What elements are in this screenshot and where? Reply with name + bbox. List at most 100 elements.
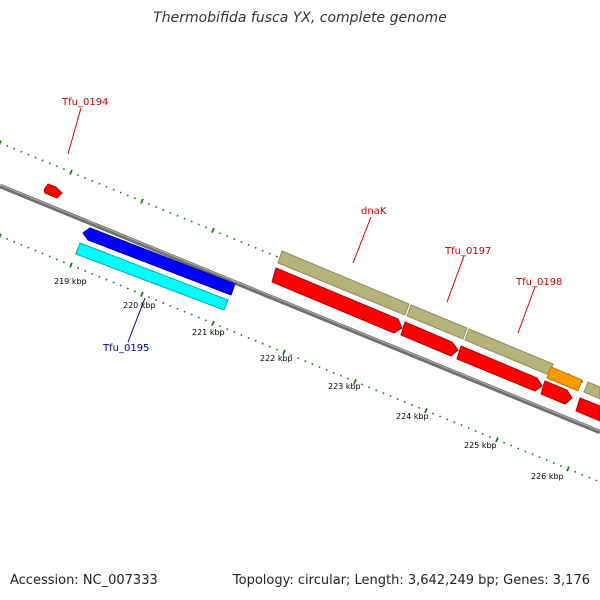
inner-major-tick <box>69 262 73 268</box>
outer-minor-tick <box>34 156 37 159</box>
inner-minor-tick <box>13 240 16 243</box>
inner-minor-tick <box>133 290 136 293</box>
inner-minor-tick <box>98 275 101 278</box>
feature-cds-edge[interactable] <box>575 397 600 422</box>
inner-minor-tick <box>538 456 541 459</box>
feature-tfu-0197-gene[interactable] <box>406 304 468 340</box>
inner-minor-tick <box>48 255 51 258</box>
feature-tfu-0197-cds[interactable] <box>400 321 459 357</box>
label-dnak[interactable]: dnaK <box>361 206 387 217</box>
inner-minor-tick <box>368 386 371 389</box>
label-tfu-0198[interactable]: Tfu_0198 <box>515 277 562 288</box>
inner-major-tick <box>0 233 2 239</box>
feature-tfu-0195-gene[interactable] <box>75 242 229 311</box>
inner-minor-tick <box>311 363 314 366</box>
outer-minor-tick <box>155 205 158 209</box>
inner-minor-tick <box>219 325 222 328</box>
inner-minor-tick <box>581 473 584 476</box>
feature-dnak-gene[interactable] <box>277 250 410 316</box>
inner-minor-tick <box>240 333 243 337</box>
inner-minor-tick <box>304 360 307 363</box>
outer-minor-tick <box>240 240 243 244</box>
scale-label-222: 222 kbp <box>260 354 293 363</box>
inner-minor-tick <box>446 418 449 421</box>
inner-minor-tick <box>261 342 264 345</box>
inner-minor-tick <box>34 249 37 252</box>
map-title: Thermobifida fusca YX, complete genome <box>153 10 447 26</box>
inner-minor-tick <box>183 310 186 313</box>
feature-tfu-0198-cds[interactable] <box>456 345 543 392</box>
inner-minor-tick <box>254 339 257 342</box>
outer-minor-tick <box>112 188 115 191</box>
inner-minor-tick <box>410 403 413 406</box>
label-tfu-0194[interactable]: Tfu_0194 <box>61 97 108 108</box>
inner-minor-tick <box>247 336 250 339</box>
inner-minor-tick <box>204 319 207 322</box>
outer-minor-tick <box>581 380 584 383</box>
inner-minor-tick <box>595 479 598 482</box>
inner-minor-tick <box>417 406 420 409</box>
inner-major-tick <box>211 320 215 326</box>
inner-minor-tick <box>162 301 165 304</box>
feature-tfu-0195-cds[interactable] <box>82 227 236 296</box>
feature-cds-544[interactable] <box>540 380 573 405</box>
inner-major-tick <box>353 378 357 385</box>
callout-tfu-0198 <box>517 286 536 334</box>
inner-minor-tick <box>339 374 342 377</box>
inner-minor-tick <box>176 307 179 310</box>
inner-minor-tick <box>290 354 293 357</box>
outer-minor-tick <box>254 246 257 249</box>
inner-minor-tick <box>389 395 392 398</box>
outer-minor-tick <box>204 226 207 229</box>
outer-minor-tick <box>91 179 94 182</box>
inner-minor-tick <box>346 377 349 380</box>
outer-minor-tick <box>190 220 193 223</box>
scale-label-223: 223 kbp <box>328 382 361 391</box>
inner-major-tick <box>140 291 144 297</box>
inner-minor-tick <box>375 389 378 392</box>
inner-minor-tick <box>197 316 200 319</box>
inner-minor-tick <box>55 258 58 261</box>
outer-major-tick <box>69 169 73 175</box>
inner-minor-tick <box>325 368 328 371</box>
outer-minor-tick <box>197 223 200 226</box>
scale-label-221: 221 kbp <box>192 328 225 337</box>
inner-minor-tick <box>517 447 520 450</box>
inner-minor-tick <box>233 331 236 334</box>
accession-text: Accession: NC_007333 <box>10 573 158 588</box>
inner-minor-tick <box>467 427 470 430</box>
inner-minor-tick <box>488 435 491 438</box>
inner-minor-tick <box>126 287 129 290</box>
inner-minor-tick <box>275 348 278 351</box>
inner-minor-tick <box>6 237 9 240</box>
outer-minor-tick <box>247 243 250 246</box>
callout-tfu-0197 <box>446 255 465 303</box>
outer-minor-tick <box>148 203 151 206</box>
inner-tick-row <box>0 233 598 482</box>
inner-minor-tick <box>268 345 271 348</box>
feature-dnak-cds[interactable] <box>271 267 403 334</box>
inner-minor-tick <box>91 272 94 275</box>
inner-minor-tick <box>169 304 172 307</box>
inner-minor-tick <box>574 470 577 473</box>
callout-tfu-0195 <box>127 297 146 343</box>
outer-minor-tick <box>233 238 236 241</box>
label-tfu-0195[interactable]: Tfu_0195 <box>102 343 149 354</box>
outer-minor-tick <box>183 217 186 220</box>
inner-minor-tick <box>119 284 122 287</box>
inner-minor-tick <box>559 464 562 468</box>
scale-label-224: 224 kbp <box>396 412 429 421</box>
label-tfu-0197[interactable]: Tfu_0197 <box>444 246 491 257</box>
inner-minor-tick <box>190 313 193 316</box>
inner-minor-tick <box>552 462 555 465</box>
feature-tfu-0194-cds[interactable] <box>43 183 63 199</box>
inner-minor-tick <box>20 243 23 246</box>
scale-label-220: 220 kbp <box>123 301 156 310</box>
genome-backbone <box>0 183 600 435</box>
inner-major-tick <box>566 466 570 472</box>
inner-minor-tick <box>524 450 527 453</box>
inner-minor-tick <box>361 383 364 386</box>
feature-orange[interactable] <box>546 366 583 392</box>
outer-minor-tick <box>169 211 172 214</box>
feature-next-gene[interactable] <box>583 381 600 400</box>
